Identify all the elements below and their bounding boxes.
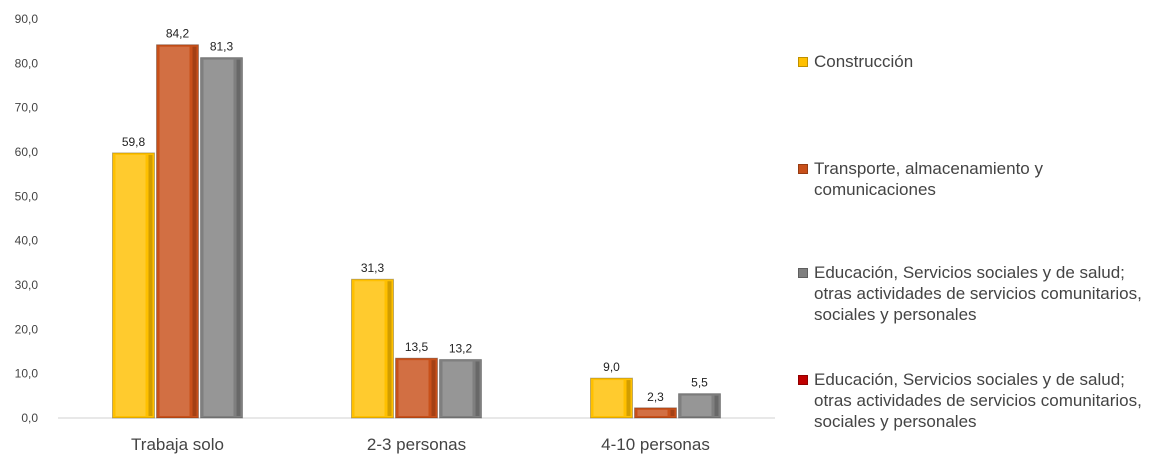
bar bbox=[590, 377, 633, 419]
bar bbox=[156, 44, 199, 419]
bar bbox=[112, 152, 155, 419]
bar bbox=[351, 278, 394, 419]
bar-shade bbox=[475, 361, 480, 416]
y-tick-label: 40,0 bbox=[15, 234, 39, 248]
bar-highlight bbox=[637, 409, 668, 416]
data-label: 2,3 bbox=[647, 390, 664, 404]
legend-label: Construcción bbox=[814, 52, 914, 71]
x-category-label: 2-3 personas bbox=[367, 435, 466, 454]
data-label: 81,3 bbox=[210, 40, 234, 54]
legend-swatch bbox=[798, 375, 808, 385]
y-tick-label: 70,0 bbox=[15, 101, 39, 115]
legend-swatch bbox=[798, 164, 808, 174]
bar-shade bbox=[236, 59, 241, 416]
bar bbox=[395, 357, 438, 419]
legend-label: Educación, Servicios sociales y de salud… bbox=[814, 370, 1142, 431]
data-label: 5,5 bbox=[691, 376, 708, 390]
bar bbox=[634, 407, 677, 419]
legend-item-construccion: Construcción bbox=[798, 51, 1166, 72]
bar-highlight bbox=[354, 281, 385, 416]
y-tick-label: 50,0 bbox=[15, 189, 39, 203]
legend-item-educacion-rojo: Educación, Servicios sociales y de salud… bbox=[798, 369, 1166, 432]
legend-item-educacion-gris: Educación, Servicios sociales y de salud… bbox=[798, 262, 1166, 325]
y-tick-label: 90,0 bbox=[15, 12, 39, 26]
legend-swatch bbox=[798, 268, 808, 278]
data-label: 59,8 bbox=[122, 135, 146, 149]
data-label: 9,0 bbox=[603, 360, 620, 374]
bar-highlight bbox=[398, 360, 429, 416]
bar-highlight bbox=[159, 46, 190, 417]
y-tick-label: 80,0 bbox=[15, 56, 39, 70]
legend-label: Transporte, almacenamiento y comunicacio… bbox=[814, 159, 1043, 199]
bar-highlight bbox=[115, 154, 146, 417]
x-category-label: Trabaja solo bbox=[131, 435, 224, 454]
legend-item-transporte: Transporte, almacenamiento y comunicacio… bbox=[798, 158, 1166, 200]
bar-shade bbox=[387, 281, 392, 416]
bar-highlight bbox=[203, 59, 234, 416]
bar-highlight bbox=[593, 380, 624, 416]
data-label: 31,3 bbox=[361, 261, 385, 275]
data-label: 13,5 bbox=[405, 340, 429, 354]
y-tick-label: 30,0 bbox=[15, 278, 39, 292]
bar-highlight bbox=[681, 395, 712, 416]
bar-shade bbox=[192, 46, 197, 417]
bar bbox=[678, 393, 721, 419]
bar bbox=[439, 358, 482, 419]
y-tick-label: 20,0 bbox=[15, 322, 39, 336]
bar-chart-plot: 0,0 10,0 20,0 30,0 40,0 50,0 60,0 70,0 80,0 90,0 5… bbox=[15, 12, 775, 454]
y-tick-label: 10,0 bbox=[15, 367, 39, 381]
legend-swatch bbox=[798, 57, 808, 67]
x-category-label: 4-10 personas bbox=[601, 435, 710, 454]
data-label: 13,2 bbox=[449, 341, 473, 355]
y-tick-label: 60,0 bbox=[15, 145, 39, 159]
bar-highlight bbox=[442, 361, 473, 416]
y-tick-label: 0,0 bbox=[21, 411, 38, 425]
bar-shade bbox=[626, 380, 631, 416]
legend-label: Educación, Servicios sociales y de salud… bbox=[814, 263, 1142, 324]
legend: Construcción Transporte, almacenamiento … bbox=[798, 0, 1168, 457]
bar-shade bbox=[714, 395, 719, 416]
bar-shade bbox=[431, 360, 436, 416]
data-label: 84,2 bbox=[166, 27, 190, 41]
bar bbox=[200, 57, 243, 419]
bar-shade bbox=[670, 409, 675, 416]
bar-shade bbox=[148, 154, 153, 417]
